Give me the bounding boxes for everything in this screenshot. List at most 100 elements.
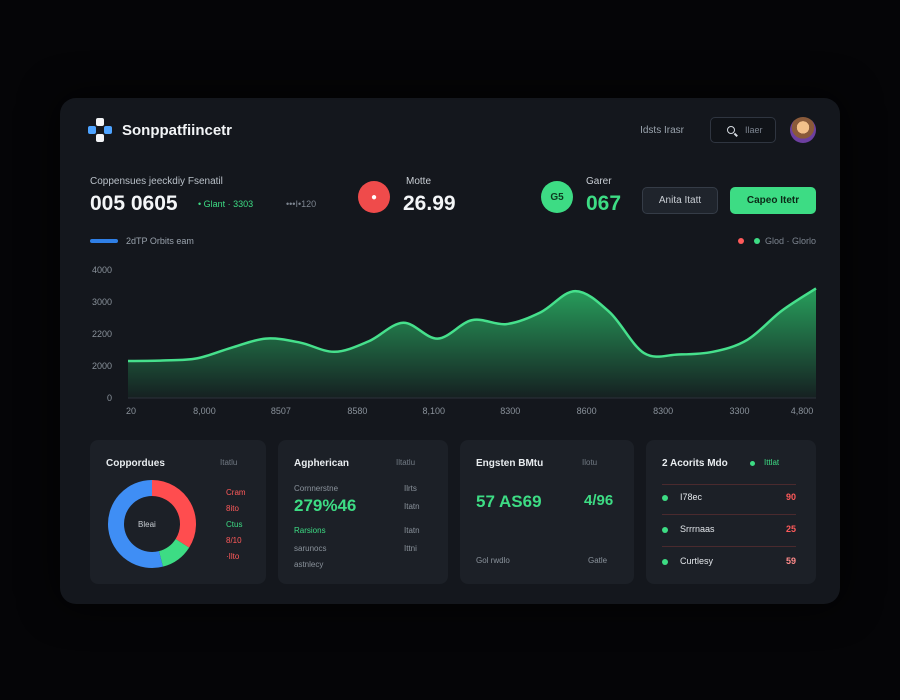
donut-card-tag: Itatlu bbox=[220, 458, 238, 467]
donut-segment bbox=[158, 538, 190, 567]
donut-center-label: Bleai bbox=[138, 520, 156, 529]
list-item-dot bbox=[662, 527, 668, 533]
agpherican-card-title: Agpherican bbox=[294, 458, 350, 469]
app-title: Sonppatfiincetr bbox=[122, 121, 233, 139]
legend-right-label: Glod · Glorlo bbox=[764, 236, 816, 246]
engagement-right-bottom: Gatle bbox=[588, 556, 608, 565]
x-tick-label: 8507 bbox=[271, 406, 291, 416]
agpherican-value: 279%46 bbox=[294, 496, 357, 515]
legend-dot-red bbox=[737, 238, 744, 244]
area-chart: 4000 3000 2200 2000 0 20 8,000 8507 8580 8,100 83… bbox=[92, 265, 817, 416]
legend-right: Glod · Glorlo bbox=[733, 236, 816, 246]
stats-row: Coppensues jeeckdiy Fsenatil 005 0605 • … bbox=[90, 176, 816, 220]
agpherican-right-1: Ilrts bbox=[404, 484, 417, 493]
engagement-left-bottom: Gol rwdlo bbox=[476, 556, 510, 565]
x-tick-label: 8,000 bbox=[193, 406, 216, 416]
engagement-card[interactable]: Engsten BMtu Ilotu 57 AS69 4/96 Gol rwdl… bbox=[460, 440, 634, 584]
x-tick-label: 8300 bbox=[500, 406, 520, 416]
primary-stat-value: 005 0605 bbox=[90, 192, 178, 215]
y-tick-label: 2200 bbox=[92, 329, 112, 339]
x-tick-label: 20 bbox=[126, 406, 136, 416]
legend-swatch bbox=[90, 239, 118, 243]
engagement-card-tag: Ilotu bbox=[582, 458, 598, 467]
header-link[interactable]: Idsts Irasr bbox=[640, 124, 684, 136]
x-tick-label: 8580 bbox=[347, 406, 367, 416]
donut-legend-label: ·Ilto bbox=[226, 552, 240, 561]
chart-legend: 2dTP Orbits eam Glod · Glorlo bbox=[90, 236, 816, 248]
agpherican-sub2: Rarsions bbox=[294, 526, 326, 535]
list-divider bbox=[662, 514, 796, 515]
list-item-dot bbox=[662, 559, 668, 565]
list-item-dot bbox=[662, 495, 668, 501]
engagement-value-right: 4/96 bbox=[584, 492, 614, 509]
donut-legend-label: 8/10 bbox=[226, 536, 242, 545]
y-tick-label: 0 bbox=[107, 393, 112, 403]
donut-card[interactable]: Coppordues Itatlu Bleai Cram 8ito Ctus 8/10… bbox=[90, 440, 266, 584]
donut-segment bbox=[108, 480, 163, 568]
list-card-tag: Ittlat bbox=[764, 458, 780, 467]
donut-legend-label: Ctus bbox=[226, 520, 243, 529]
list-item-name: I78ec bbox=[680, 492, 703, 502]
second-stat-label: Motte bbox=[406, 176, 432, 187]
agpherican-right-3: Itatn bbox=[404, 526, 420, 535]
x-tick-label: 8,100 bbox=[423, 406, 446, 416]
agpherican-card[interactable]: Agpherican Iltatlu Cornnerstne 279%46 Ra… bbox=[278, 440, 448, 584]
list-item-name: Curtlesy bbox=[680, 556, 714, 566]
primary-stat-change: • Glant · 3303 bbox=[198, 199, 254, 209]
list-item[interactable]: Curtlesy 59 bbox=[662, 556, 796, 570]
list-card[interactable]: 2 Acorits Mdo Ittlat I78ec 90 Srrrnaas 2… bbox=[646, 440, 816, 584]
secondary-button[interactable]: Anita Itatt bbox=[642, 187, 718, 214]
legend-label: 2dTP Orbits eam bbox=[126, 236, 194, 246]
list-item-value: 90 bbox=[785, 492, 796, 502]
chart-area bbox=[128, 288, 816, 398]
alert-icon: ● bbox=[358, 181, 390, 213]
dashboard-window: Sonppatfiincetr Idsts Irasr Ilaer Coppen… bbox=[60, 98, 840, 604]
legend-dot-green bbox=[753, 238, 760, 244]
y-tick-label: 4000 bbox=[92, 265, 112, 275]
agpherican-right-4: Ittni bbox=[404, 544, 417, 553]
search-placeholder: Ilaer bbox=[745, 125, 763, 135]
list-item[interactable]: I78ec 90 bbox=[662, 492, 796, 506]
x-tick-label: 4,800 bbox=[791, 406, 814, 416]
agpherican-sub1: Cornnerstne bbox=[294, 484, 339, 493]
search-icon bbox=[727, 126, 735, 134]
y-tick-label: 3000 bbox=[92, 297, 112, 307]
chart-line bbox=[127, 287, 817, 363]
third-stat-value: 067 bbox=[586, 192, 622, 215]
donut-card-title: Coppordues bbox=[106, 458, 165, 469]
cards-row: Coppordues Itatlu Bleai Cram 8ito Ctus 8/10… bbox=[90, 440, 816, 586]
search-input[interactable]: Ilaer bbox=[710, 117, 776, 143]
primary-stat-extra: •••I•120 bbox=[286, 199, 317, 209]
header: Sonppatfiincetr Idsts Irasr Ilaer bbox=[88, 116, 816, 144]
x-tick-label: 3300 bbox=[730, 406, 750, 416]
logo-icon bbox=[88, 118, 112, 142]
x-tick-label: 8600 bbox=[577, 406, 597, 416]
header-right: Idsts Irasr Ilaer bbox=[640, 117, 816, 143]
primary-stat-label: Coppensues jeeckdiy Fsenatil bbox=[90, 176, 223, 187]
avatar[interactable] bbox=[790, 117, 816, 143]
engagement-value: 57 AS69 bbox=[476, 492, 542, 511]
primary-button[interactable]: Capeo Itetr bbox=[730, 187, 816, 214]
agpherican-card-tag: Iltatlu bbox=[396, 458, 416, 467]
list-item[interactable]: Srrrnaas 25 bbox=[662, 524, 796, 538]
donut-segment bbox=[151, 480, 196, 548]
list-divider bbox=[662, 546, 796, 547]
list-divider bbox=[662, 484, 796, 485]
agpherican-right-2: Itatn bbox=[404, 502, 420, 511]
x-tick-label: 8300 bbox=[653, 406, 673, 416]
donut-legend-label: 8ito bbox=[226, 504, 239, 513]
y-tick-label: 2000 bbox=[92, 361, 112, 371]
list-item-value: 59 bbox=[785, 556, 796, 566]
list-card-status-dot bbox=[750, 461, 755, 466]
third-stat-label: Garer bbox=[586, 176, 612, 187]
status-icon: G5 bbox=[541, 181, 573, 213]
donut-chart bbox=[108, 480, 196, 568]
agpherican-sub4: astnlecy bbox=[294, 560, 324, 569]
donut-legend-label: Cram bbox=[226, 488, 246, 497]
engagement-card-title: Engsten BMtu bbox=[476, 458, 544, 469]
agpherican-sub3: sarunocs bbox=[294, 544, 327, 553]
list-item-value: 25 bbox=[785, 524, 796, 534]
list-card-title: 2 Acorits Mdo bbox=[662, 458, 728, 469]
list-item-name: Srrrnaas bbox=[680, 524, 715, 534]
second-stat-value: 26.99 bbox=[403, 192, 456, 215]
